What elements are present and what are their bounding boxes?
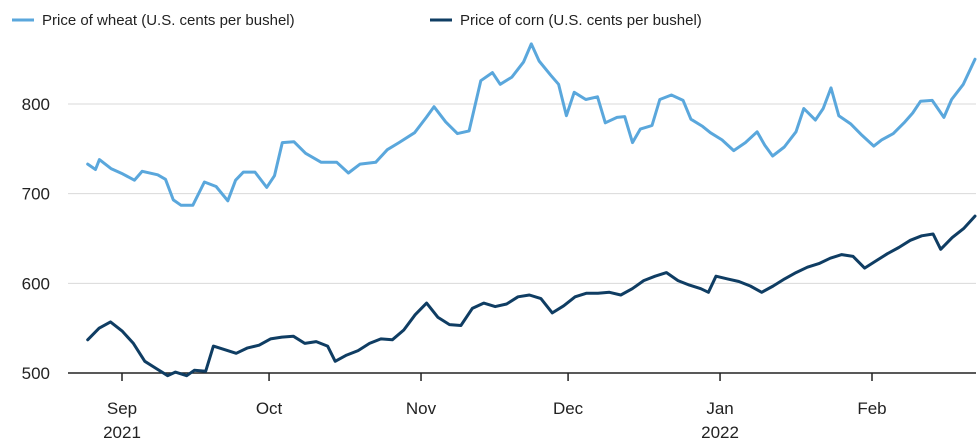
y-tick-label-500: 500 (22, 364, 50, 383)
series-lines (86, 42, 977, 378)
legend-corn-label: Price of corn (U.S. cents per bushel) (460, 12, 702, 29)
x-tick-label-oct: Oct (256, 399, 283, 418)
wheat-price-line (86, 42, 977, 207)
x-tick-label-sep: Sep (107, 399, 137, 418)
y-tick-label-800: 800 (22, 95, 50, 114)
x-tick-year-2022: 2022 (701, 423, 739, 442)
x-axis: Sep 2021 Oct Nov Dec Jan 2022 Feb (68, 372, 976, 442)
legend: Price of wheat (U.S. cents per bushel) P… (12, 12, 702, 29)
x-tick-label-jan: Jan (706, 399, 733, 418)
y-axis-ticks: 500 600 700 800 (22, 95, 50, 383)
legend-wheat-label: Price of wheat (U.S. cents per bushel) (42, 12, 295, 29)
y-tick-label-600: 600 (22, 274, 50, 293)
x-tick-label-nov: Nov (406, 399, 437, 418)
x-tick-year-2021: 2021 (103, 423, 141, 442)
y-tick-label-700: 700 (22, 185, 50, 204)
x-tick-label-feb: Feb (857, 399, 886, 418)
x-tick-label-dec: Dec (553, 399, 584, 418)
corn-price-line (86, 214, 977, 378)
